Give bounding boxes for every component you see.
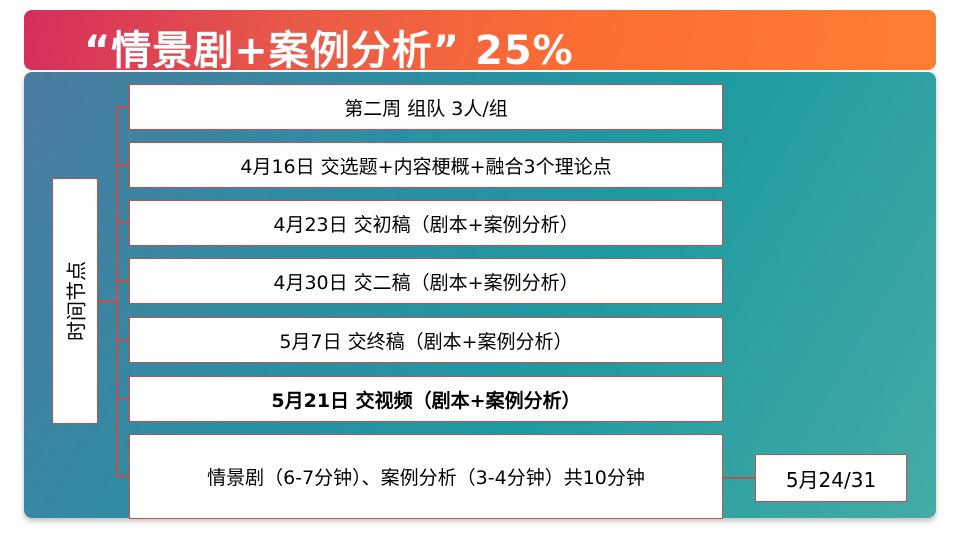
connector-branch (116, 280, 129, 282)
connector-branch (116, 222, 129, 224)
connector-trunk (116, 106, 118, 477)
connector-branch (116, 398, 129, 400)
connector-side (98, 300, 116, 302)
milestone-box: 5月7日 交终稿（剧本+案例分析） (129, 317, 723, 363)
milestone-text: 5月7日 交终稿（剧本+案例分析） (279, 330, 573, 353)
milestone-text: 4月23日 交初稿（剧本+案例分析） (273, 213, 579, 236)
milestone-text: 4月16日 交选题+内容梗概+融合3个理论点 (240, 155, 612, 178)
milestone-box: 情景剧（6-7分钟）、案例分析（3-4分钟）共10分钟 (129, 434, 723, 519)
milestone-text: 5月21日 交视频（剧本+案例分析） (271, 389, 581, 412)
milestone-text: 4月30日 交二稿（剧本+案例分析） (273, 271, 579, 294)
milestone-box: 4月30日 交二稿（剧本+案例分析） (129, 258, 723, 304)
connector-final (722, 477, 755, 479)
connector-branch (116, 339, 129, 341)
connector-branch (116, 164, 129, 166)
final-date-text: 5月24/31 (785, 467, 877, 492)
side-label: 时间节点 (64, 261, 89, 341)
milestone-box: 第二周 组队 3人/组 (129, 84, 723, 130)
milestone-text: 第二周 组队 3人/组 (344, 97, 508, 120)
side-label-box: 时间节点 (52, 178, 98, 424)
connector-branch (116, 475, 129, 477)
milestone-text: 情景剧（6-7分钟）、案例分析（3-4分钟）共10分钟 (207, 467, 645, 489)
title-banner: “情景剧+案例分析” 25% (24, 10, 936, 74)
final-date-box: 5月24/31 (755, 454, 907, 502)
connector-branch (116, 106, 129, 108)
milestone-box: 4月16日 交选题+内容梗概+融合3个理论点 (129, 142, 723, 188)
milestone-box: 5月21日 交视频（剧本+案例分析） (129, 376, 723, 422)
milestone-box: 4月23日 交初稿（剧本+案例分析） (129, 200, 723, 246)
slide-title: “情景剧+案例分析” 25% (84, 28, 574, 74)
